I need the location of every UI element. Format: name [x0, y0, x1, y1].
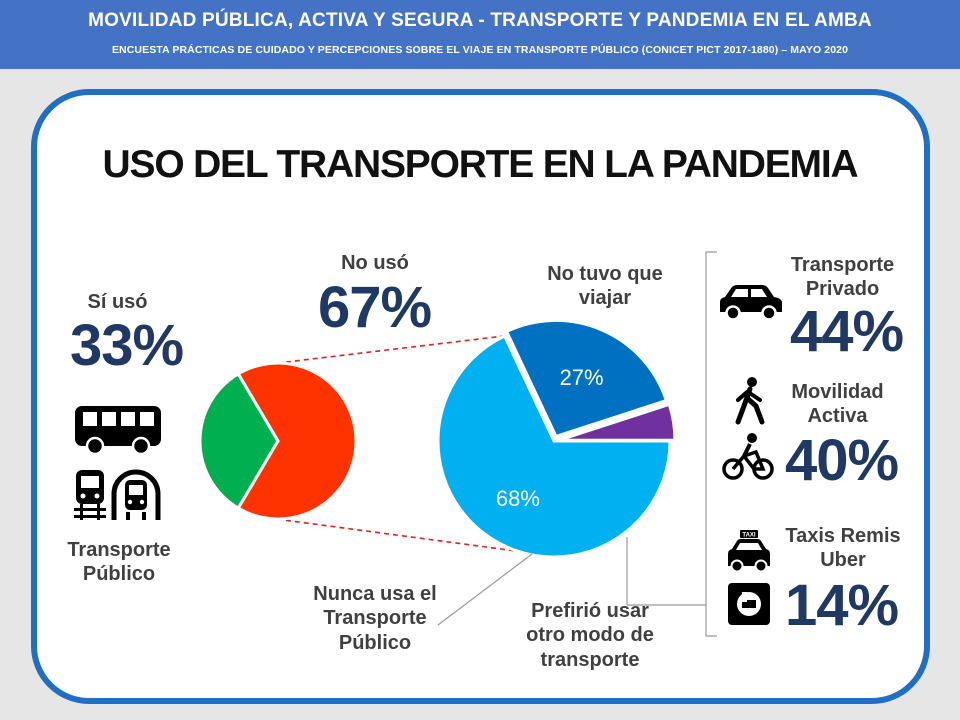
transporte-publico-label-line1: Transporte: [67, 539, 171, 561]
taxi-icon: TAXI: [728, 530, 770, 573]
si-uso-value: 33%: [70, 313, 184, 378]
movilidad-activa-label: Movilidad Activa: [770, 380, 905, 429]
data-label-no-tuvo-que-viajar: 68%: [496, 486, 540, 511]
data-label-prefirio-usar-otro-modo-de-transporte: 27%: [560, 365, 604, 390]
movilidad-activa-label-line2: Activa: [807, 405, 868, 428]
pie-chart-no-use-data-labels: 68% 27%: [496, 365, 604, 511]
pie-slice-prefirio-usar-otro-modo-de-transporte: [504, 318, 669, 439]
page-title: USO DEL TRANSPORTE EN LA PANDEMIA: [102, 143, 859, 186]
header-banner: MOVILIDAD PÚBLICA, ACTIVA Y SEGURA - TRA…: [0, 0, 960, 69]
nunca-callout-line3: Público: [338, 631, 412, 654]
connector-lines: [258, 335, 519, 553]
subway-icon: [111, 469, 161, 520]
pie-slice-no-uso: [236, 361, 358, 521]
header-title: MOVILIDAD PÚBLICA, ACTIVA Y SEGURA - TRA…: [88, 10, 872, 31]
no-uso-label: No usó: [341, 252, 409, 274]
prefirio-callout-line2: otro modo de: [526, 624, 654, 647]
connector-line-bottom: [258, 515, 519, 553]
nunca-callout: Nunca usa el Transporte Público: [290, 582, 460, 655]
pie-chart-usage: [198, 361, 358, 521]
si-uso-label: Sí usó: [87, 291, 148, 313]
movilidad-activa-value: 40%: [785, 428, 899, 493]
no-uso-value: 67%: [318, 275, 432, 340]
nunca-callout-line1: Nunca usa el: [313, 583, 437, 605]
no-tuvo-callout-line1: No tuvo que: [547, 263, 663, 285]
walking-person-icon: [735, 377, 765, 425]
prefirio-callout-line1: Prefirió usar: [531, 600, 649, 622]
pie-slice-nunca-usa-el-transporte-publico: [558, 402, 677, 442]
car-icon: [720, 285, 782, 321]
transporte-privado-value: 44%: [790, 299, 904, 364]
transporte-privado-label-line1: Transporte: [790, 254, 895, 276]
transporte-publico-label-line2: Público: [82, 563, 156, 586]
right-bracket: [705, 251, 717, 637]
no-tuvo-callout-line2: viajar: [578, 287, 632, 310]
pie-chart-no-use-reasons: [436, 318, 677, 559]
transporte-privado-label-line2: Privado: [805, 278, 880, 301]
prefirio-callout-line3: transporte: [540, 648, 640, 671]
pie-slice-no-tuvo-que-viajar: [436, 334, 672, 559]
prefirio-callout: Prefirió usar otro modo de transporte: [505, 599, 675, 672]
taxis-value: 14%: [785, 573, 899, 638]
no-tuvo-callout: No tuvo que viajar: [520, 262, 690, 311]
taxis-label: Taxis Remis Uber: [768, 524, 918, 573]
taxis-label-line1: Taxis Remis: [785, 525, 901, 547]
pie-slice-si-uso: [198, 371, 280, 511]
header-subtitle: ENCUESTA PRÁCTICAS DE CUIDADO Y PERCEPCI…: [111, 44, 849, 56]
uber-icon: [728, 583, 770, 625]
svg-text:TAXI: TAXI: [742, 533, 756, 539]
taxis-label-line2: Uber: [820, 549, 866, 572]
movilidad-activa-label-line1: Movilidad: [791, 381, 884, 403]
nunca-leader-line: [437, 553, 533, 626]
transporte-privado-label: Transporte Privado: [770, 253, 915, 302]
nunca-callout-line2: Transporte: [323, 607, 427, 630]
bicycle-icon: [722, 433, 774, 480]
train-icon: [74, 470, 106, 520]
transporte-publico-label: Transporte Público: [50, 538, 188, 587]
bus-icon: [75, 406, 161, 456]
